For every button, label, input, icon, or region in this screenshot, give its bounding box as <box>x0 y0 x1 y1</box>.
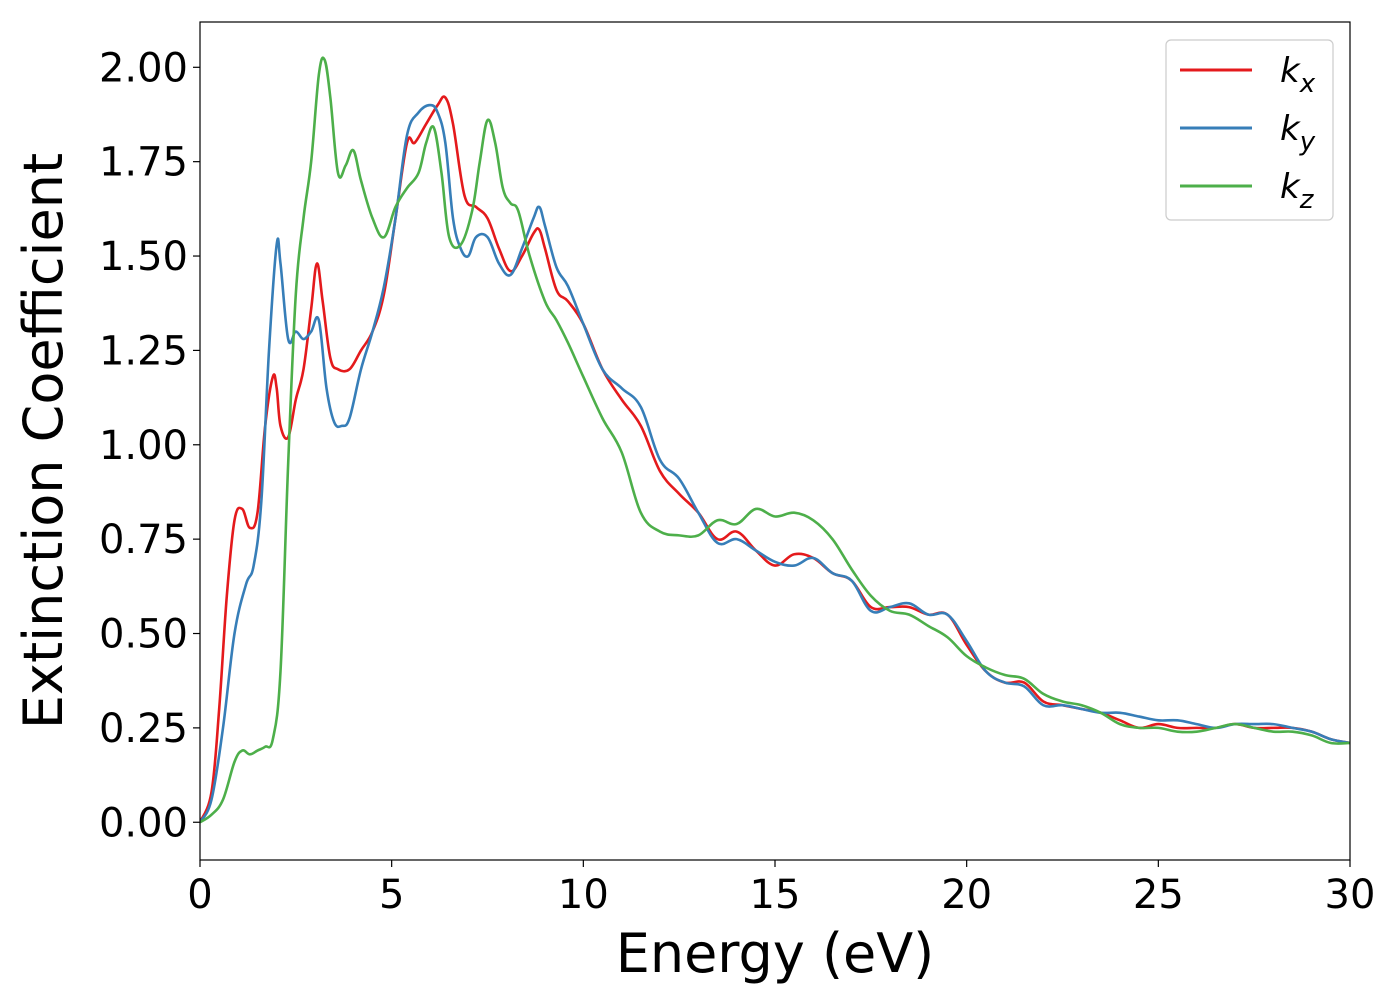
x-tick-label: 30 <box>1325 872 1376 918</box>
x-tick-label: 10 <box>558 872 609 918</box>
x-tick-label: 25 <box>1133 872 1184 918</box>
legend-symbol: k <box>1280 51 1301 91</box>
x-axis-label: Energy (eV) <box>616 922 935 985</box>
y-axis-ticks: 0.00 0.25 0.50 0.75 1.00 1.25 1.50 1.75 2.00 <box>99 45 200 846</box>
y-tick-label: 1.75 <box>99 140 188 186</box>
x-tick-label: 15 <box>750 872 801 918</box>
x-tick-label: 0 <box>187 872 212 918</box>
series-line-z <box>200 56 1350 824</box>
legend-label-z: kz <box>1280 167 1315 215</box>
y-tick-label: 1.50 <box>99 234 188 280</box>
series-line-y <box>200 103 1350 823</box>
legend-subscript: z <box>1299 185 1315 215</box>
y-tick-label: 0.75 <box>99 517 188 563</box>
legend-subscript: x <box>1299 69 1316 99</box>
legend-symbol: k <box>1280 167 1301 207</box>
x-tick-label: 5 <box>379 872 404 918</box>
y-axis-label: Extinction Coefficient <box>12 153 75 729</box>
y-tick-label: 1.25 <box>99 328 188 374</box>
y-tick-label: 0.00 <box>99 800 188 846</box>
legend-box <box>1165 39 1334 221</box>
x-tick-label: 20 <box>941 872 992 918</box>
legend-label-x: kx <box>1280 51 1316 99</box>
y-tick-label: 1.00 <box>99 423 188 469</box>
y-tick-label: 0.25 <box>99 706 188 752</box>
y-tick-label: 2.00 <box>99 45 188 91</box>
legend-subscript: y <box>1299 127 1316 157</box>
y-tick-label: 0.50 <box>99 612 188 658</box>
legend-label-y: ky <box>1280 109 1316 157</box>
series-layer <box>200 56 1350 824</box>
x-axis-ticks: 0 5 10 15 20 25 30 <box>187 860 1375 918</box>
legend-symbol: k <box>1280 109 1301 149</box>
